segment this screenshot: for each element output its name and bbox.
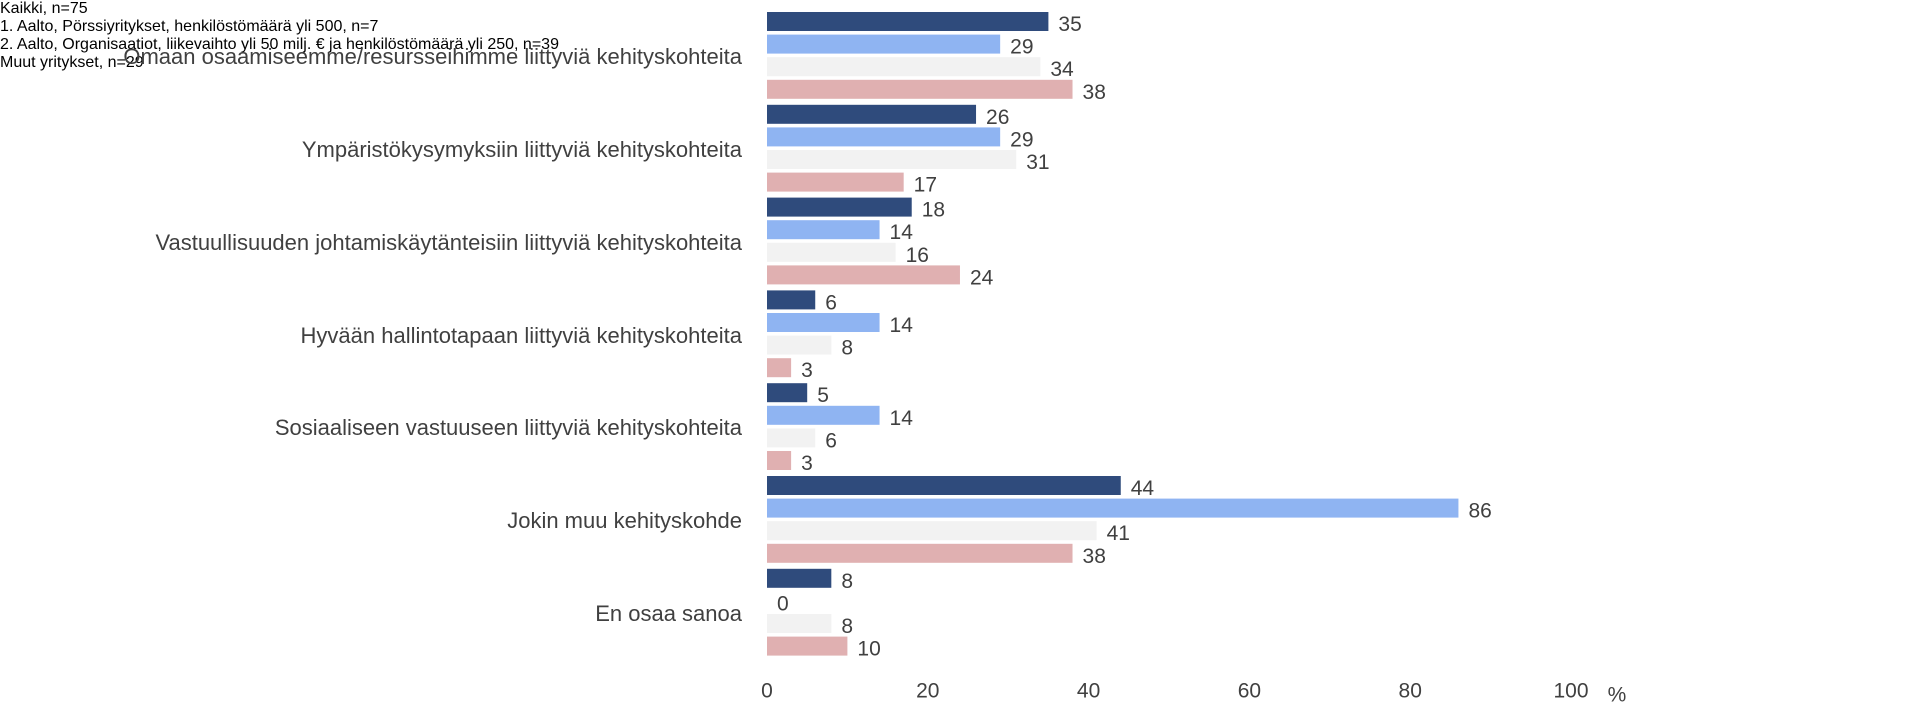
bar: [767, 242, 896, 262]
value-label: 3: [801, 359, 813, 382]
category-text: Hyvään hallintotapaan liittyviä kehitysk…: [300, 322, 742, 348]
legend-label: Muut yritykset, n=29: [0, 54, 144, 71]
bar: [767, 498, 1459, 518]
value-label: 6: [825, 429, 837, 452]
bar: [767, 197, 912, 217]
x-tick-label: 40: [1077, 680, 1100, 703]
legend-item: 1. Aalto, Pörssiyritykset, henkilöstömää…: [0, 18, 1913, 36]
x-tick-label: 60: [1238, 680, 1261, 703]
value-label: 29: [1010, 128, 1033, 151]
value-label: 14: [890, 314, 914, 337]
bar: [767, 127, 1001, 147]
bar: [767, 34, 1001, 54]
value-label: 3: [801, 452, 813, 475]
value-label: 8: [841, 615, 853, 638]
value-label: 16: [906, 244, 929, 267]
category-label: Vastuullisuuden johtamiskäytänteisiin li…: [0, 198, 742, 288]
bar: [767, 104, 977, 124]
value-label: 18: [922, 199, 945, 222]
category-label: Sosiaaliseen vastuuseen liittyviä kehity…: [0, 383, 742, 473]
value-label: 6: [825, 291, 837, 314]
value-label: 44: [1131, 477, 1155, 500]
value-label: 31: [1026, 151, 1049, 174]
bar: [767, 636, 848, 656]
bar: [767, 265, 960, 285]
bar: [767, 12, 1049, 31]
bar: [767, 451, 792, 470]
value-label: 35: [1058, 13, 1081, 36]
category-label: Jokin muu kehityskohde: [0, 476, 742, 566]
x-tick-label: 20: [916, 680, 939, 703]
category-label: Hyvään hallintotapaan liittyviä kehitysk…: [0, 290, 742, 380]
value-label: 24: [970, 266, 994, 289]
category-text: Vastuullisuuden johtamiskäytänteisiin li…: [155, 229, 742, 255]
value-label: 34: [1050, 58, 1074, 81]
x-tick-label: 100: [1553, 680, 1588, 703]
value-label: 10: [857, 638, 880, 661]
bar: [767, 335, 832, 355]
legend-item: 2. Aalto, Organisaatiot, liikevaihto yli…: [0, 36, 1913, 54]
category-text: Omaan osaamiseemme/resursseihimme liitty…: [123, 44, 742, 70]
bar: [767, 79, 1073, 99]
x-axis-label: %: [1608, 684, 1627, 705]
x-tick-label: 80: [1399, 680, 1422, 703]
category-text: En osaa sanoa: [595, 600, 742, 626]
value-label: 5: [817, 384, 829, 407]
category-text: Sosiaaliseen vastuuseen liittyviä kehity…: [274, 415, 742, 441]
category-label: Ympäristökysymyksiin liittyviä kehitysko…: [0, 105, 742, 195]
value-label: 14: [890, 221, 914, 244]
value-label: 8: [841, 570, 853, 593]
bar: [767, 614, 832, 633]
bar: [767, 358, 792, 378]
bar: [767, 313, 880, 332]
value-label: 86: [1468, 500, 1491, 523]
legend-item: Muut yritykset, n=29: [0, 54, 1913, 72]
value-label: 14: [890, 407, 914, 430]
bar: [767, 150, 1017, 169]
value-label: 0: [777, 592, 789, 615]
value-label: 26: [986, 106, 1009, 129]
value-label: 38: [1083, 545, 1106, 568]
bar: [767, 220, 880, 240]
category-label: En osaa sanoa: [0, 569, 742, 659]
bar: [767, 172, 904, 192]
bar: [767, 290, 816, 310]
legend-label: Kaikki, n=75: [0, 0, 88, 17]
value-label: 17: [914, 174, 937, 197]
category-text: Jokin muu kehityskohde: [507, 508, 742, 534]
bar: [767, 568, 832, 588]
value-label: 29: [1010, 36, 1033, 59]
bar: [767, 476, 1121, 495]
bar: [767, 405, 880, 425]
bar: [767, 428, 816, 448]
bar: [767, 383, 808, 403]
bar: [767, 521, 1097, 541]
x-tick-label: 0: [761, 680, 773, 703]
legend-label: 1. Aalto, Pörssiyritykset, henkilöstömää…: [0, 18, 379, 35]
category-text: Ympäristökysymyksiin liittyviä kehitysko…: [301, 136, 742, 162]
legend-item: Kaikki, n=75: [0, 0, 1913, 18]
value-label: 38: [1083, 81, 1106, 104]
value-label: 8: [841, 337, 853, 360]
category-label: Omaan osaamiseemme/resursseihimme liitty…: [0, 12, 742, 102]
value-label: 41: [1107, 522, 1130, 545]
bar: [767, 543, 1073, 563]
bar: [767, 57, 1041, 77]
legend-label: 2. Aalto, Organisaatiot, liikevaihto yli…: [0, 36, 559, 53]
